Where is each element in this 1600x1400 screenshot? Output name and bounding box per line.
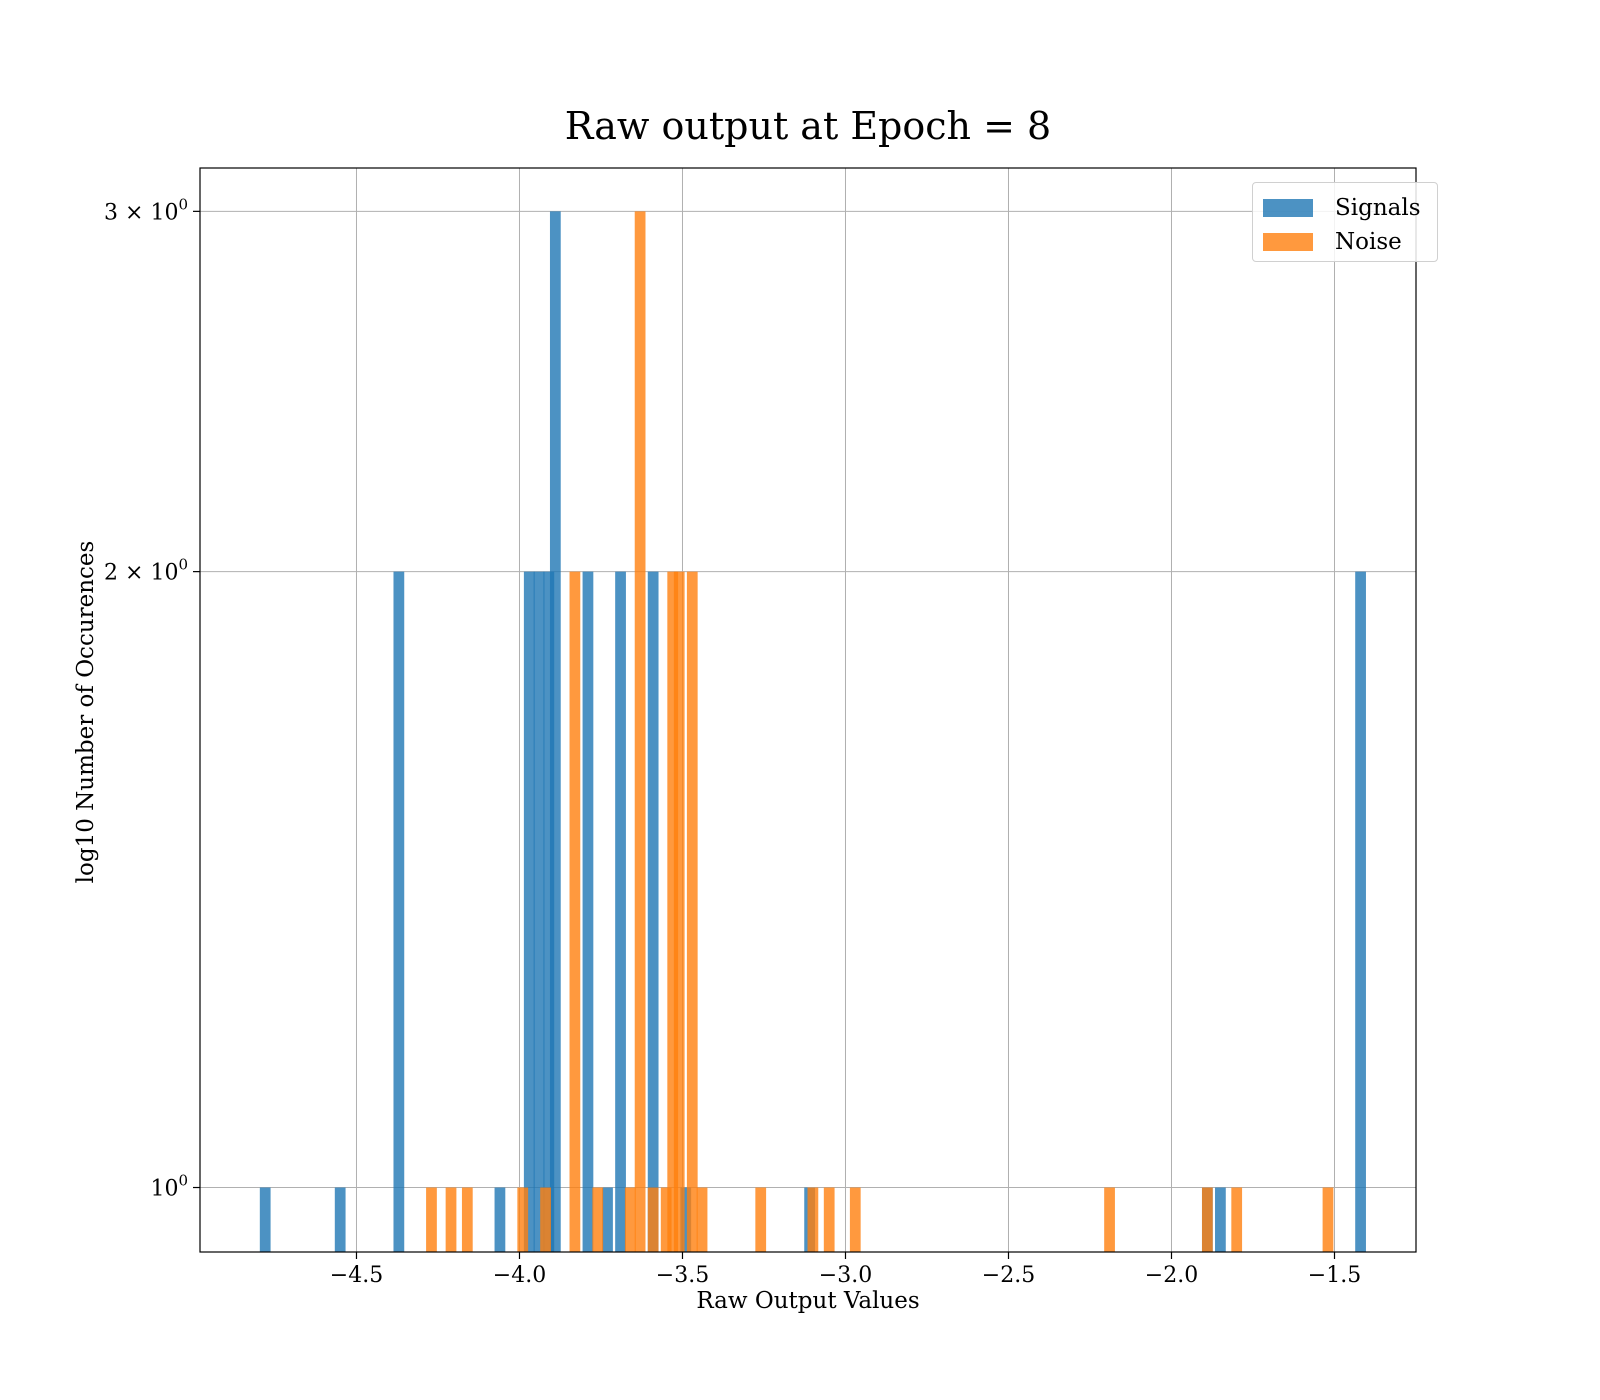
bar-signals: [1355, 571, 1366, 1252]
bar-signals: [494, 1187, 506, 1252]
bar-signals: [602, 1187, 613, 1252]
bar-noise: [461, 1187, 473, 1252]
y-tick-label: 2 × 100: [104, 556, 188, 586]
bar-signals: [533, 571, 545, 1252]
bar-noise: [647, 1187, 659, 1252]
plot-frame: [199, 167, 1417, 1253]
y-tick-label: 100: [150, 1172, 188, 1202]
bar-signals: [582, 571, 594, 1252]
bar-noise: [1322, 1187, 1334, 1252]
bar-noise: [517, 1187, 529, 1252]
bar-signals: [615, 571, 626, 1252]
bar-noise: [445, 1187, 457, 1252]
legend: Signals Noise: [1252, 182, 1438, 262]
bar-signals: [334, 1187, 346, 1252]
bar-noise: [569, 571, 581, 1252]
bar-noise: [1231, 1187, 1243, 1252]
bar-noise: [755, 1187, 767, 1252]
bar-noise: [807, 1187, 819, 1252]
bar-noise: [1201, 1187, 1213, 1252]
bar-noise: [1104, 1187, 1115, 1252]
x-tick-label: −3.5: [656, 1263, 709, 1288]
bars-layer: [259, 211, 1366, 1253]
bar-noise: [696, 1187, 708, 1252]
bar-noise: [592, 1187, 604, 1252]
x-tick-label: −3.0: [819, 1263, 872, 1288]
bar-noise: [686, 571, 698, 1252]
x-tick-label: −2.0: [1145, 1263, 1198, 1288]
y-axis-label: log10 Number of Occurences: [73, 540, 99, 884]
bar-signals: [1215, 1187, 1226, 1252]
bar-noise: [624, 1187, 636, 1252]
x-tick-label: −4.0: [493, 1263, 546, 1288]
legend-swatch-signals: [1263, 199, 1313, 217]
legend-label-signals: Signals: [1335, 195, 1421, 221]
bar-signals: [680, 1187, 692, 1252]
bar-noise: [634, 211, 646, 1253]
bar-signals: [543, 571, 555, 1252]
grid-layer: [200, 168, 1416, 1252]
bar-noise: [667, 571, 679, 1252]
bar-noise: [823, 1187, 835, 1252]
bar-noise: [660, 1187, 672, 1252]
bar-signals: [523, 571, 535, 1252]
x-tick-label: −2.5: [982, 1263, 1035, 1288]
legend-label-noise: Noise: [1335, 229, 1402, 255]
legend-swatch-noise: [1263, 233, 1313, 251]
bar-signals: [647, 571, 659, 1252]
y-tick-label: 3 × 100: [104, 195, 188, 225]
x-axis-label: Raw Output Values: [696, 1288, 920, 1314]
bar-noise: [673, 571, 685, 1252]
bar-noise: [849, 1187, 861, 1252]
bar-noise: [426, 1187, 437, 1252]
legend-item-signals: Signals: [1263, 195, 1421, 221]
bar-signals: [393, 571, 405, 1252]
x-tick-label: −1.5: [1308, 1263, 1361, 1288]
ticks-layer: −4.5 −4.0 −3.5 −3.0 −2.5 −2.0 −1.5 100 2 × 100 3 …: [104, 195, 1361, 1288]
x-tick-label: −4.5: [330, 1263, 383, 1288]
bar-noise: [540, 1187, 551, 1252]
bar-signals: [549, 211, 561, 1253]
legend-item-noise: Noise: [1263, 229, 1402, 255]
bar-signals: [259, 1187, 271, 1252]
chart-title: Raw output at Epoch = 8: [564, 104, 1052, 148]
